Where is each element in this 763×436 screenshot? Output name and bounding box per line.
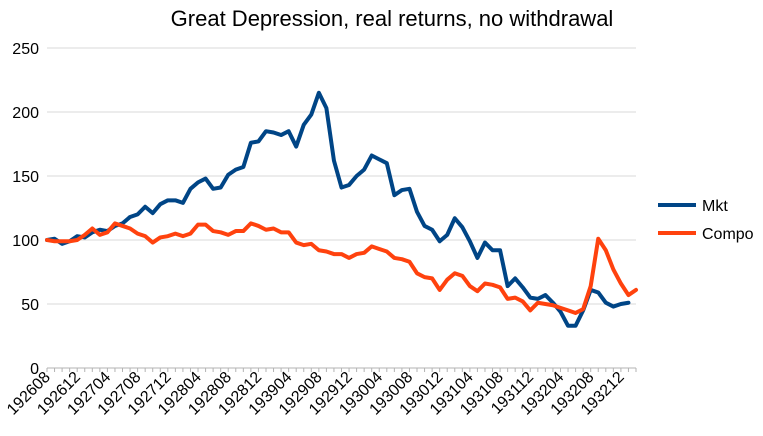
y-tick-label: 50 xyxy=(21,297,39,314)
legend-label-compo: Compo xyxy=(702,226,754,243)
y-tick-label: 200 xyxy=(12,105,39,122)
series-line-mkt xyxy=(45,90,631,328)
y-tick-label: 0 xyxy=(30,361,39,378)
legend-label-mkt: Mkt xyxy=(702,198,728,215)
series-line-compo xyxy=(45,221,638,315)
y-tick-label: 250 xyxy=(12,41,39,58)
chart-title: Great Depression, real returns, no withd… xyxy=(171,6,614,31)
y-tick-label: 150 xyxy=(12,169,39,186)
y-tick-label: 100 xyxy=(12,233,39,250)
